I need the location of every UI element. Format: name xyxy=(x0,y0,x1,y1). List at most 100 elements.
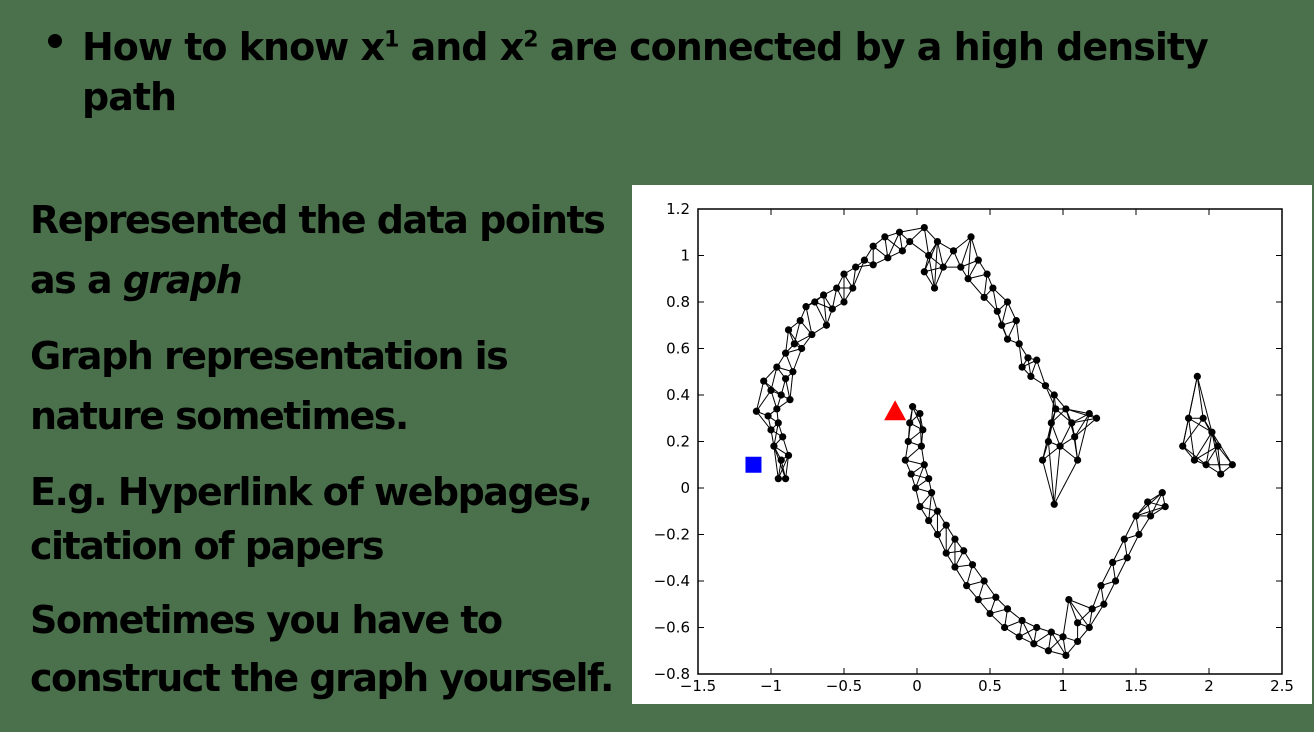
graph-edge xyxy=(1135,506,1166,517)
graph-point xyxy=(833,284,841,292)
graph-point xyxy=(1132,512,1140,520)
heading-text-post: are connected by a high density path xyxy=(82,25,1209,119)
graph-point xyxy=(963,582,971,590)
graph-point xyxy=(951,563,959,571)
graph-edge xyxy=(1050,422,1061,447)
graph-point xyxy=(895,228,904,236)
graph-edge xyxy=(1059,422,1073,447)
graph-point xyxy=(881,233,889,241)
x-tick-label: 2 xyxy=(1204,677,1214,695)
x-tick-label: −0.5 xyxy=(826,677,862,695)
body-line-2: as a graph xyxy=(30,258,243,302)
graph-edge xyxy=(756,410,772,431)
start-square-marker xyxy=(745,456,762,473)
graph-point xyxy=(1109,558,1117,566)
graph-edge xyxy=(983,274,988,298)
x-tick-label: 2.5 xyxy=(1270,677,1294,695)
graph-edge xyxy=(1182,418,1190,447)
body-line-2-emphasis: graph xyxy=(122,258,243,302)
graph-point xyxy=(869,242,877,250)
graph-edge xyxy=(1188,418,1195,461)
graph-point xyxy=(767,386,775,394)
graph-point xyxy=(802,303,810,311)
graph-edge xyxy=(1205,432,1213,465)
graph-edge xyxy=(823,294,827,326)
graph-edge xyxy=(792,348,803,372)
graph-edge xyxy=(770,366,778,391)
graph-point xyxy=(992,593,1000,601)
graph-point xyxy=(989,284,997,292)
graph-point xyxy=(1193,372,1201,380)
graph-point xyxy=(1074,637,1082,646)
graph-point xyxy=(849,284,857,292)
graph-point xyxy=(1033,356,1041,364)
graph-edge xyxy=(934,266,944,289)
y-tick-label: 0 xyxy=(680,479,690,497)
graph-point xyxy=(1092,414,1101,422)
graph-point xyxy=(1050,391,1058,399)
graph-point xyxy=(1015,633,1023,641)
graph-point xyxy=(811,298,819,306)
graph-point xyxy=(1184,414,1193,422)
graph-edge xyxy=(1068,599,1079,624)
graph-points xyxy=(752,224,1236,659)
y-tick-label: 0.2 xyxy=(666,433,690,451)
x-tick-label: −1.5 xyxy=(680,677,716,695)
heading-sup-1: 1 xyxy=(384,27,399,53)
graph-edge xyxy=(814,301,827,326)
graph-point xyxy=(796,317,804,325)
graph-point xyxy=(1062,651,1070,659)
graph-edges xyxy=(755,227,1233,656)
graph-edge xyxy=(1112,538,1125,563)
body-line-7: Sometimes you have to xyxy=(30,598,503,642)
graph-point xyxy=(786,396,794,404)
graph-point xyxy=(1144,498,1152,506)
graph-point xyxy=(1033,623,1041,632)
graph-point xyxy=(993,307,1001,315)
graph-point xyxy=(760,377,768,385)
graph-edge xyxy=(755,380,765,412)
graph-point xyxy=(1038,456,1047,464)
graph-point xyxy=(790,340,798,348)
graph-point xyxy=(919,426,927,434)
graph-edge xyxy=(1196,376,1213,433)
graph-point xyxy=(1179,442,1187,450)
graph-edge xyxy=(966,564,973,586)
graph-edge xyxy=(773,446,779,479)
graph-edge xyxy=(1042,459,1055,505)
graph-point xyxy=(1214,442,1222,450)
graph-edge xyxy=(785,329,790,354)
graph-edge xyxy=(852,259,865,289)
graph-point xyxy=(1001,623,1009,632)
graph-point xyxy=(1012,317,1020,325)
graph-point xyxy=(1208,428,1216,436)
graph-point xyxy=(916,410,924,418)
graph-edge xyxy=(1045,385,1057,410)
graph-point xyxy=(933,507,942,515)
graph-edge xyxy=(755,390,772,412)
graph-point xyxy=(764,412,772,420)
y-tick-label: 0.6 xyxy=(666,340,690,358)
graph-edge xyxy=(1071,422,1079,461)
y-tick-label: −0.2 xyxy=(654,526,690,544)
graph-point xyxy=(1100,600,1108,608)
graph-point xyxy=(1147,512,1155,520)
graph-point xyxy=(1003,335,1012,343)
graph-point xyxy=(782,375,790,383)
graph-point xyxy=(819,291,828,299)
graph-edge xyxy=(1047,441,1055,505)
graph-edge xyxy=(1074,417,1097,438)
graph-point xyxy=(1097,582,1105,590)
graph-point xyxy=(777,456,785,464)
graph-point xyxy=(967,233,975,241)
graph-point xyxy=(784,451,793,460)
graph-point xyxy=(942,549,950,557)
graph-edge xyxy=(1182,445,1207,466)
body-line-5: E.g. Hyperlink of webpages, xyxy=(30,470,593,514)
x-tick-label: 0.5 xyxy=(978,677,1002,695)
graph-point xyxy=(774,419,782,427)
graph-point xyxy=(1027,372,1035,380)
graph-point xyxy=(911,484,920,492)
graph-point xyxy=(782,349,790,357)
graph-edge xyxy=(887,232,900,259)
